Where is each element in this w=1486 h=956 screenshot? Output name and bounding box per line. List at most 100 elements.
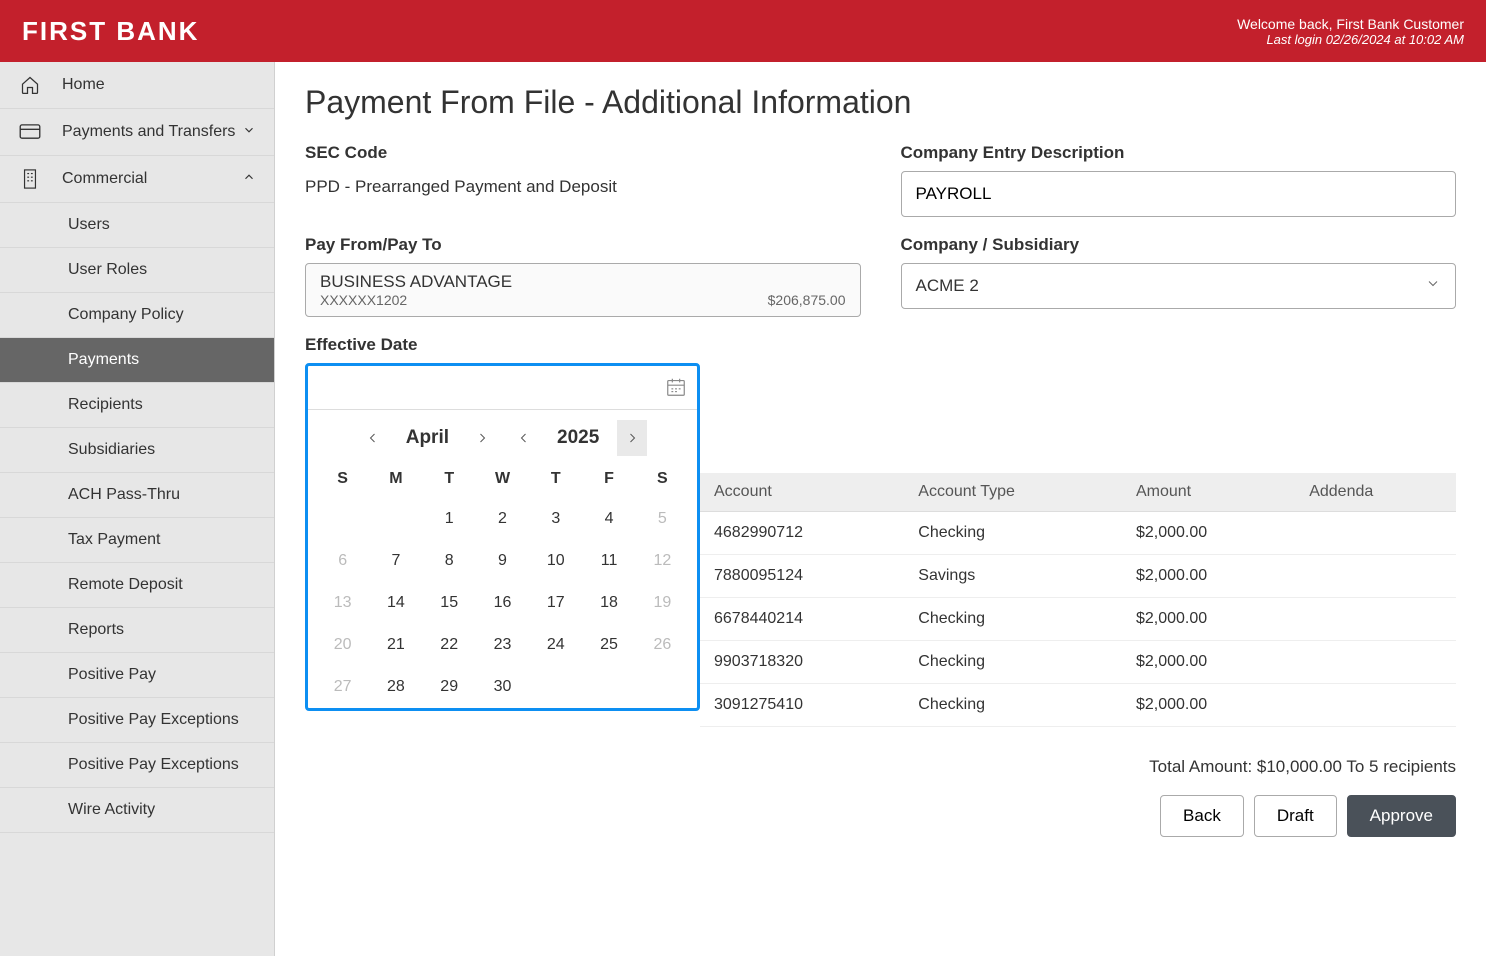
calendar-day[interactable]: 6 xyxy=(316,540,369,582)
calendar-day[interactable]: 3 xyxy=(529,498,582,540)
sidebar-item-users[interactable]: Users xyxy=(0,203,274,248)
sidebar-item-label: Positive Pay Exceptions xyxy=(68,711,239,729)
calendar-day[interactable]: 10 xyxy=(529,540,582,582)
sidebar-item-label: Tax Payment xyxy=(68,531,160,549)
calendar-day[interactable]: 16 xyxy=(476,582,529,624)
sidebar-item-reports[interactable]: Reports xyxy=(0,608,274,653)
nav-commercial-label: Commercial xyxy=(62,170,147,188)
calendar-day[interactable]: 29 xyxy=(423,666,476,708)
calendar-dow: S xyxy=(316,470,369,488)
calendar-day[interactable]: 28 xyxy=(369,666,422,708)
calendar-day[interactable]: 19 xyxy=(636,582,689,624)
next-month-button[interactable] xyxy=(467,420,497,456)
sidebar-item-wire-activity[interactable]: Wire Activity xyxy=(0,788,274,833)
calendar-day xyxy=(316,498,369,540)
calendar-dow: W xyxy=(476,470,529,488)
sidebar-item-remote-deposit[interactable]: Remote Deposit xyxy=(0,563,274,608)
calendar-day[interactable]: 1 xyxy=(423,498,476,540)
calendar-year: 2025 xyxy=(557,427,599,449)
sidebar-item-positive-pay[interactable]: Positive Pay xyxy=(0,653,274,698)
sidebar-item-payments[interactable]: Payments xyxy=(0,338,274,383)
sec-code-label: SEC Code xyxy=(305,143,861,163)
calendar-day[interactable]: 13 xyxy=(316,582,369,624)
calendar-day[interactable]: 20 xyxy=(316,624,369,666)
calendar-day[interactable]: 21 xyxy=(369,624,422,666)
calendar-day[interactable]: 7 xyxy=(369,540,422,582)
sidebar-item-label: Company Policy xyxy=(68,306,184,324)
calendar-day[interactable]: 30 xyxy=(476,666,529,708)
card-icon xyxy=(18,122,42,142)
calendar-day[interactable]: 11 xyxy=(582,540,635,582)
sidebar-item-subsidiaries[interactable]: Subsidiaries xyxy=(0,428,274,473)
pay-from-name: BUSINESS ADVANTAGE xyxy=(320,272,846,292)
sidebar-item-label: Recipients xyxy=(68,396,143,414)
back-button[interactable]: Back xyxy=(1160,795,1244,837)
calendar-day[interactable]: 9 xyxy=(476,540,529,582)
calendar-day xyxy=(582,666,635,708)
next-year-button[interactable] xyxy=(617,420,647,456)
calendar-day xyxy=(636,666,689,708)
date-input-bar[interactable] xyxy=(308,366,697,410)
prev-month-button[interactable] xyxy=(358,420,388,456)
pay-from-label: Pay From/Pay To xyxy=(305,235,861,255)
sidebar-item-label: Positive Pay Exceptions xyxy=(68,756,239,774)
sidebar-item-company-policy[interactable]: Company Policy xyxy=(0,293,274,338)
company-entry-label: Company Entry Description xyxy=(901,143,1457,163)
draft-button[interactable]: Draft xyxy=(1254,795,1337,837)
main-content: Payment From File - Additional Informati… xyxy=(275,62,1486,956)
pay-from-selector[interactable]: BUSINESS ADVANTAGE XXXXXX1202 $206,875.0… xyxy=(305,263,861,317)
calendar-day[interactable]: 12 xyxy=(636,540,689,582)
welcome-text: Welcome back, First Bank Customer xyxy=(1237,16,1464,32)
calendar-day[interactable]: 25 xyxy=(582,624,635,666)
sidebar-item-user-roles[interactable]: User Roles xyxy=(0,248,274,293)
date-picker: April 2025 SMTWTFS 123456789101112131415… xyxy=(305,363,700,711)
sidebar-item-positive-pay-exceptions[interactable]: Positive Pay Exceptions xyxy=(0,743,274,788)
sidebar-item-label: Users xyxy=(68,216,110,234)
nav-home-label: Home xyxy=(62,76,105,94)
sidebar-item-label: Reports xyxy=(68,621,124,639)
prev-year-button[interactable] xyxy=(509,420,539,456)
chevron-down-icon xyxy=(242,123,256,142)
nav-commercial[interactable]: Commercial xyxy=(0,156,274,203)
sidebar: Home Payments and Transfers Commercial U… xyxy=(0,62,275,956)
calendar-day xyxy=(529,666,582,708)
building-icon xyxy=(18,169,42,189)
approve-button[interactable]: Approve xyxy=(1347,795,1456,837)
page-title: Payment From File - Additional Informati… xyxy=(305,84,1456,121)
calendar-day xyxy=(369,498,422,540)
calendar-day[interactable]: 22 xyxy=(423,624,476,666)
chevron-down-icon xyxy=(1425,276,1441,297)
chevron-up-icon xyxy=(242,170,256,189)
calendar-day[interactable]: 17 xyxy=(529,582,582,624)
sidebar-item-positive-pay-exceptions[interactable]: Positive Pay Exceptions xyxy=(0,698,274,743)
home-icon xyxy=(18,75,42,95)
sidebar-item-label: Payments xyxy=(68,351,139,369)
sidebar-item-label: Positive Pay xyxy=(68,666,156,684)
company-sub-select[interactable]: ACME 2 xyxy=(901,263,1457,309)
sidebar-item-recipients[interactable]: Recipients xyxy=(0,383,274,428)
calendar-day[interactable]: 5 xyxy=(636,498,689,540)
app-header: FIRST BANK Welcome back, First Bank Cust… xyxy=(0,0,1486,62)
nav-payments-transfers[interactable]: Payments and Transfers xyxy=(0,109,274,156)
calendar-day[interactable]: 8 xyxy=(423,540,476,582)
calendar-day[interactable]: 15 xyxy=(423,582,476,624)
calendar-day[interactable]: 26 xyxy=(636,624,689,666)
sidebar-item-tax-payment[interactable]: Tax Payment xyxy=(0,518,274,563)
calendar-day[interactable]: 2 xyxy=(476,498,529,540)
calendar-day[interactable]: 4 xyxy=(582,498,635,540)
company-entry-input[interactable] xyxy=(901,171,1457,217)
sidebar-item-label: Subsidiaries xyxy=(68,441,155,459)
calendar-day[interactable]: 24 xyxy=(529,624,582,666)
calendar-day[interactable]: 14 xyxy=(369,582,422,624)
calendar-day[interactable]: 27 xyxy=(316,666,369,708)
pay-from-balance: $206,875.00 xyxy=(768,292,846,308)
calendar-day[interactable]: 18 xyxy=(582,582,635,624)
calendar-icon xyxy=(665,376,687,403)
calendar-day[interactable]: 23 xyxy=(476,624,529,666)
sidebar-item-ach-pass-thru[interactable]: ACH Pass-Thru xyxy=(0,473,274,518)
nav-home[interactable]: Home xyxy=(0,62,274,109)
calendar-dow: T xyxy=(529,470,582,488)
calendar-dow: S xyxy=(636,470,689,488)
company-entry-field[interactable] xyxy=(916,184,1442,204)
pay-from-masked: XXXXXX1202 xyxy=(320,292,407,308)
